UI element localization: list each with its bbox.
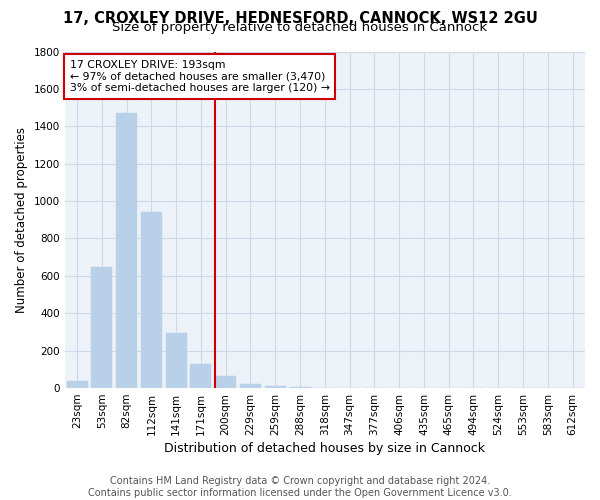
Text: 17, CROXLEY DRIVE, HEDNESFORD, CANNOCK, WS12 2GU: 17, CROXLEY DRIVE, HEDNESFORD, CANNOCK, … xyxy=(62,11,538,26)
Text: Size of property relative to detached houses in Cannock: Size of property relative to detached ho… xyxy=(112,22,488,35)
Bar xyxy=(116,113,137,388)
Bar xyxy=(166,333,187,388)
Bar xyxy=(67,380,88,388)
Text: Contains HM Land Registry data © Crown copyright and database right 2024.
Contai: Contains HM Land Registry data © Crown c… xyxy=(88,476,512,498)
Y-axis label: Number of detached properties: Number of detached properties xyxy=(15,127,28,313)
Bar xyxy=(215,376,236,388)
Bar xyxy=(240,384,261,388)
Bar xyxy=(91,266,112,388)
X-axis label: Distribution of detached houses by size in Cannock: Distribution of detached houses by size … xyxy=(164,442,485,455)
Text: 17 CROXLEY DRIVE: 193sqm
← 97% of detached houses are smaller (3,470)
3% of semi: 17 CROXLEY DRIVE: 193sqm ← 97% of detach… xyxy=(70,60,330,93)
Bar xyxy=(265,386,286,388)
Bar xyxy=(190,364,211,388)
Bar xyxy=(141,212,162,388)
Bar xyxy=(290,387,311,388)
